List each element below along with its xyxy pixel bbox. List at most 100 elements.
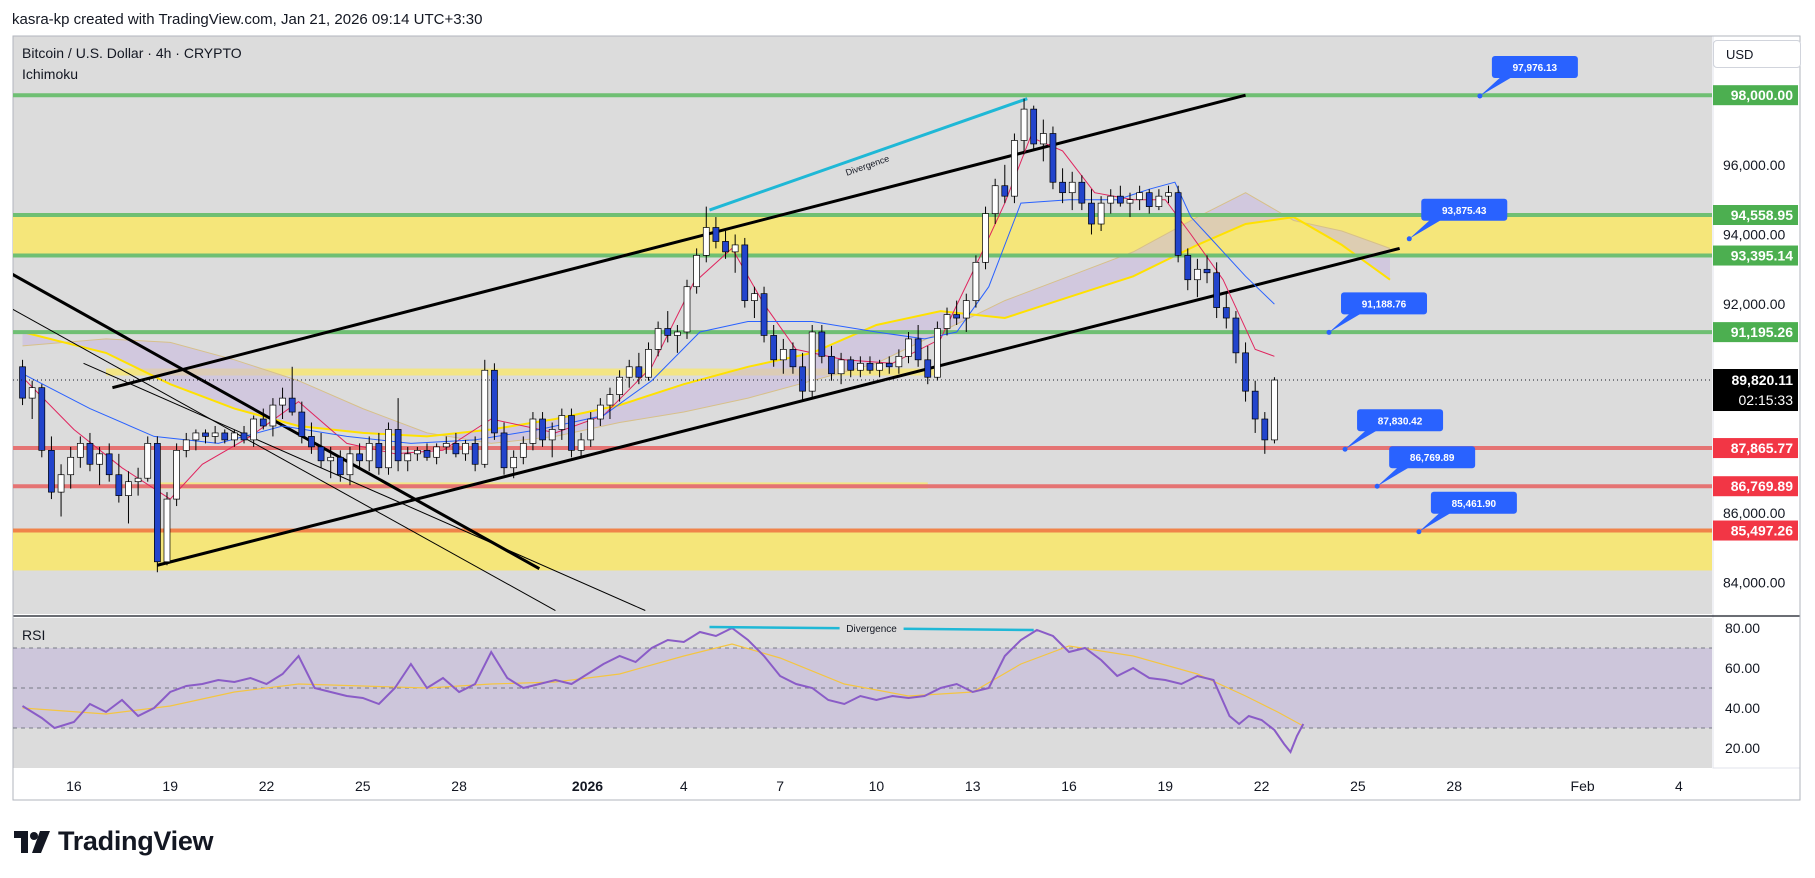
candle-body	[847, 359, 855, 371]
candle	[905, 331, 912, 364]
time-tick-label: 10	[869, 778, 885, 794]
candle-body	[905, 338, 912, 357]
currency-button[interactable]: USD	[1713, 40, 1801, 68]
mid-zone	[106, 368, 941, 376]
candle	[385, 422, 392, 475]
time-tick-label: 2026	[572, 778, 603, 794]
candle-body	[943, 314, 951, 329]
candle	[202, 429, 209, 444]
candle	[1261, 412, 1269, 454]
rsi-tick-label: 60.00	[1725, 660, 1760, 676]
candle-body	[125, 481, 132, 496]
candle	[57, 464, 65, 517]
divergence-label-bg	[839, 622, 904, 634]
candle-body	[1174, 192, 1182, 256]
callout-box	[1357, 409, 1444, 432]
candle	[491, 363, 498, 440]
level-label: 94,558.95	[1731, 207, 1793, 223]
candle-body	[356, 453, 363, 462]
candle-body	[1097, 202, 1105, 225]
candle-body	[818, 331, 826, 357]
candle	[568, 408, 575, 458]
candle-body	[1261, 418, 1269, 441]
price-pane	[13, 36, 1712, 614]
callout-label: 87,830.42	[1378, 416, 1423, 427]
candle-body	[250, 418, 258, 441]
level-label-box	[1713, 85, 1798, 106]
time-tick-label: 7	[776, 778, 784, 794]
candle	[645, 342, 652, 381]
candle-body	[539, 418, 546, 441]
divergence-line-price	[708, 97, 1028, 212]
candle	[163, 492, 171, 566]
candle-body	[1030, 108, 1038, 145]
candle	[481, 359, 489, 468]
candle-body	[327, 456, 335, 462]
tradingview-logo-icon	[14, 830, 50, 853]
tradingview-logo[interactable]: TradingView	[14, 826, 214, 857]
candle-body	[799, 366, 806, 392]
callout-pointer	[1329, 312, 1364, 333]
channel-down-thin	[13, 308, 556, 611]
candle	[1203, 255, 1211, 284]
level-label-box	[1713, 520, 1798, 541]
candle-body	[211, 432, 219, 437]
candle	[606, 387, 614, 420]
candle-body	[1068, 181, 1076, 194]
candle-body	[953, 314, 961, 319]
candle	[972, 255, 980, 308]
candle-body	[433, 446, 440, 458]
candle-body	[28, 387, 36, 399]
candle	[346, 446, 354, 486]
candle	[962, 293, 970, 332]
candle	[115, 453, 123, 503]
candle-body	[1078, 181, 1086, 204]
divergence-label-rsi: Divergence	[846, 624, 897, 635]
candle	[336, 450, 344, 482]
candle-body	[1145, 192, 1153, 207]
candle-body	[471, 443, 479, 465]
time-tick-label: 19	[1158, 778, 1174, 794]
candle-body	[654, 328, 662, 350]
time-tick-label: 22	[259, 778, 275, 794]
candle	[86, 432, 94, 472]
candle	[866, 356, 874, 374]
candle	[924, 345, 932, 385]
candle	[375, 432, 383, 475]
candle-body	[231, 432, 238, 441]
candle	[953, 300, 961, 325]
price-callout: 86,769.89	[1374, 446, 1476, 489]
candle	[134, 467, 142, 496]
candle-body	[1194, 268, 1201, 281]
candle-body	[510, 456, 518, 469]
candle-body	[616, 376, 623, 395]
callout-anchor	[1374, 483, 1380, 489]
candle	[519, 436, 527, 465]
candle	[770, 325, 778, 367]
candle	[1222, 293, 1230, 329]
candle	[105, 443, 113, 482]
candle-body	[462, 443, 469, 455]
candle	[596, 398, 604, 426]
price-callout: 85,461.90	[1416, 491, 1517, 535]
candle-body	[674, 331, 681, 336]
candle	[885, 356, 893, 374]
candle-body	[134, 477, 142, 483]
demand-zone	[13, 530, 1712, 571]
candle-body	[86, 443, 94, 465]
candle-body	[635, 366, 643, 378]
time-tick-label: 13	[965, 778, 981, 794]
candle-body	[202, 432, 209, 437]
candle-body	[182, 439, 190, 451]
candle	[683, 279, 691, 339]
price-callout: 91,188.76	[1326, 292, 1428, 335]
candle-body	[1088, 202, 1095, 225]
candle	[818, 325, 826, 364]
candle-body	[722, 241, 729, 253]
candle	[635, 352, 643, 385]
candle-body	[57, 474, 65, 493]
candle	[1097, 196, 1105, 231]
candle-body	[779, 349, 787, 361]
candle-body	[731, 244, 739, 253]
